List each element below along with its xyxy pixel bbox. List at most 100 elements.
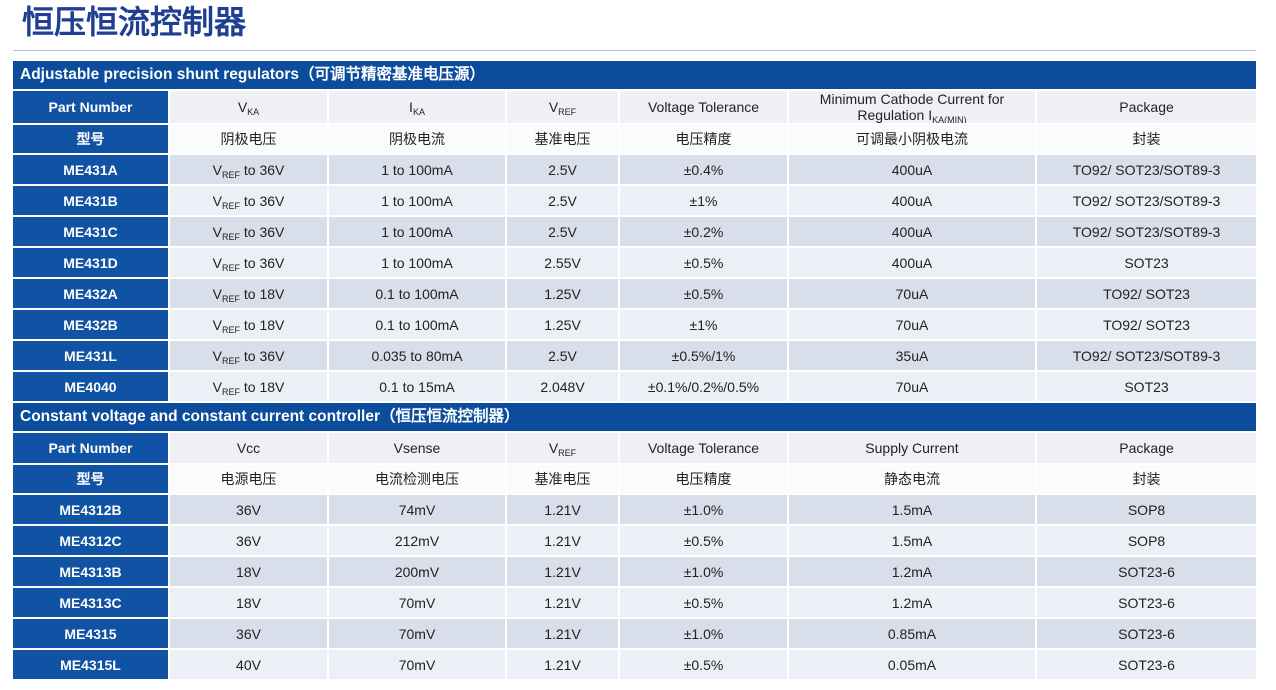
data-row: ME4312C 36V 212mV 1.21V ±0.5% 1.5mA SOP8 [13,526,1257,555]
section-heading-row: Adjustable precision shunt regulators（可调… [13,61,1257,89]
cell: ±0.5% [620,279,787,308]
cell: Voltage Tolerance [620,433,787,463]
cell: ME432A [13,279,168,308]
text: V [548,99,559,115]
text: I [409,99,413,115]
cell: SOT23-6 [1037,588,1257,617]
cell: ±1% [620,310,787,339]
table-body: Adjustable precision shunt regulators（可调… [13,61,1257,679]
cell: 36V [170,619,327,648]
cell: 35uA [789,341,1035,370]
cell: 40V [170,650,327,679]
cell: TO92/ SOT23/SOT89-3 [1037,341,1257,370]
subscript: REF [221,169,240,180]
cell: 1 to 100mA [329,217,505,246]
cell: 电压精度 [620,465,787,493]
cell: SOT23-6 [1037,557,1257,586]
cell: ±0.5%/1% [620,341,787,370]
cell: SOT23 [1037,372,1257,401]
cell: ME4312B [13,495,168,524]
cell: ±0.2% [620,217,787,246]
header-row: 型号 电源电压 电流检测电压 基准电压 电压精度 静态电流 封装 [13,465,1257,493]
cell: ME4315 [13,619,168,648]
cell: SOP8 [1037,526,1257,555]
subscript: REF [221,386,240,397]
cell: SOT23-6 [1037,650,1257,679]
data-row: ME4315 36V 70mV 1.21V ±1.0% 0.85mA SOT23-6 [13,619,1257,648]
cell: VREF to 18V [170,372,327,401]
cell: Vcc [170,433,327,463]
section-heading: Constant voltage and constant current co… [13,403,1257,431]
cell: 0.05mA [789,650,1035,679]
cell: ±0.1%/0.2%/0.5% [620,372,787,401]
text: to 36V [239,347,285,364]
cell: ME4313B [13,557,168,586]
cell: ±0.5% [620,526,787,555]
text: V [212,347,222,364]
page-title: 恒压恒流控制器 [22,4,247,40]
cell: 70uA [789,279,1035,308]
cell: 400uA [789,186,1035,215]
subscript: KA [412,107,425,117]
data-row: ME431C VREF to 36V 1 to 100mA 2.5V ±0.2% 400u… [13,217,1257,246]
cell: 1.21V [507,526,618,555]
cell: 可调最小阴极电流 [789,125,1035,153]
text: Minimum Cathode Current for Regulation I [819,91,1005,123]
cell: ME4313C [13,588,168,617]
cell: 1.5mA [789,526,1035,555]
data-row: ME4313B 18V 200mV 1.21V ±1.0% 1.2mA SOT23-6 [13,557,1257,586]
cell: 电压精度 [620,125,787,153]
cell: Part Number [13,91,168,123]
text: to 18V [239,316,285,333]
subscript: REF [221,324,240,335]
cell: 70uA [789,310,1035,339]
cell: ME431D [13,248,168,277]
cell: ME4315L [13,650,168,679]
text: to 18V [239,285,285,302]
cell: ME431A [13,155,168,184]
cell: VREF [507,433,618,463]
cell: 2.5V [507,217,618,246]
section-heading-row: Constant voltage and constant current co… [13,403,1257,431]
cell: 1.21V [507,557,618,586]
cell: TO92/ SOT23 [1037,310,1257,339]
cell: 18V [170,588,327,617]
data-row: ME431B VREF to 36V 1 to 100mA 2.5V ±1% 400uA T… [13,186,1257,215]
cell: Voltage Tolerance [620,91,787,123]
text: to 36V [239,254,285,271]
cell: TO92/ SOT23 [1037,279,1257,308]
cell: ME4040 [13,372,168,401]
cell: 1.2mA [789,557,1035,586]
cell: 70mV [329,619,505,648]
cell: 74mV [329,495,505,524]
data-row: ME431L VREF to 36V 0.035 to 80mA 2.5V ±0.5%/… [13,341,1257,370]
cell: 1.2mA [789,588,1035,617]
header-row: Part Number Vcc Vsense VREF Voltage Toleranc… [13,433,1257,463]
cell: 阴极电压 [170,125,327,153]
cell: Vsense [329,433,505,463]
cell: 18V [170,557,327,586]
cell: 型号 [13,125,168,153]
cell: VREF to 18V [170,310,327,339]
cell: 1.25V [507,279,618,308]
cell: 2.048V [507,372,618,401]
divider [13,50,1256,51]
subscript: REF [558,448,577,458]
data-row: ME432A VREF to 18V 0.1 to 100mA 1.25V ±0.5% 7… [13,279,1257,308]
cell: VREF [507,91,618,123]
subscript: REF [221,293,240,304]
text: to 18V [239,378,285,395]
text: V [212,192,222,209]
cell: ±1% [620,186,787,215]
subscript: KA [247,107,260,117]
subscript: REF [221,262,240,273]
cell: ±1.0% [620,495,787,524]
cell: TO92/ SOT23/SOT89-3 [1037,217,1257,246]
text: to 36V [239,192,285,209]
subscript: REF [558,107,577,117]
cell: Package [1037,433,1257,463]
cell: Supply Current [789,433,1035,463]
cell: ±0.5% [620,248,787,277]
cell: 2.5V [507,155,618,184]
text: V [212,254,222,271]
